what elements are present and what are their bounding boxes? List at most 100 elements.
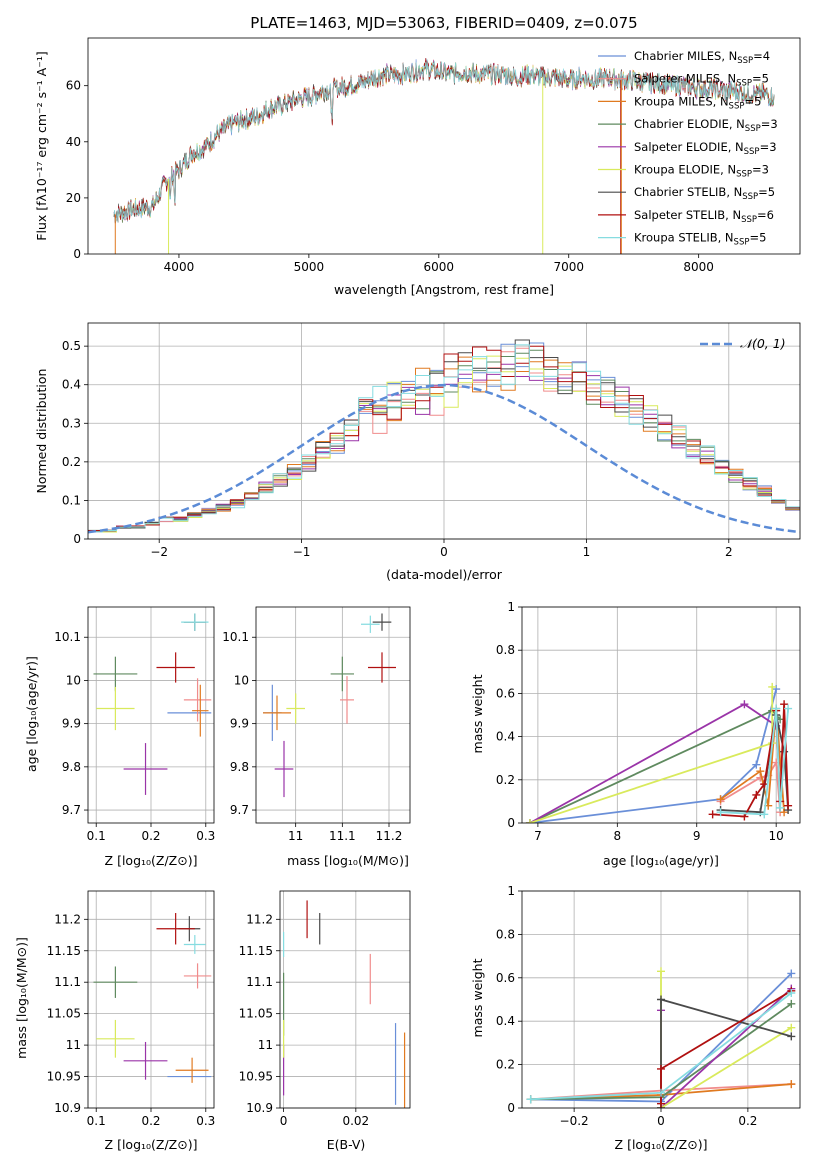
mass_vs_ebv-ytick-label-1: 10.95 bbox=[239, 1070, 273, 1084]
mass-vs-reddening-plot-area: 0 0.02 10.9 10.95 11 11.05 11.1 11.15 11.2 bbox=[239, 890, 411, 1128]
mass_vs_ebv-ytick-label-3: 11.05 bbox=[239, 1007, 273, 1021]
weight_vs_age-marker-kroupa_stelib-2 bbox=[772, 704, 781, 713]
age_vs_Z-xtick-label-1: 0.2 bbox=[141, 829, 160, 843]
mass_vs_ebv-grid bbox=[280, 891, 410, 1109]
mass_vs_ebv-xtick-label-0: 0 bbox=[280, 1114, 288, 1128]
weight_vs_age-ytick-label-2: 0.4 bbox=[496, 730, 515, 744]
weight-vs-age-ylabel: mass weight bbox=[470, 674, 485, 753]
weight-vs-metallicity-plot-area: −0.2 0 0.2 0 0.2 0.4 0.6 0.8 1 bbox=[496, 884, 801, 1128]
weight_vs_age-marker-kroupa_miles-0 bbox=[716, 795, 725, 804]
mass_vs_Z-data-layer bbox=[93, 913, 212, 1083]
weight_vs_age-marker-kroupa_stelib-1 bbox=[760, 810, 769, 819]
weight-vs-metallicity-panel: −0.2 0 0.2 0 0.2 0.4 0.6 0.8 1 Z [log₁₀(Z/Z⊙)] m… bbox=[470, 884, 801, 1152]
legend-label-0: Chabrier MILES, NSSP=4 bbox=[634, 49, 770, 66]
weight_vs_age-grid bbox=[522, 606, 800, 824]
weight_vs_Z-marker-kroupa_elodie-0 bbox=[657, 967, 665, 976]
mass_vs_ebv-frame bbox=[279, 890, 411, 1109]
mass_vs_Z-xtick-label-0: 0.1 bbox=[87, 1114, 106, 1128]
weight_vs_age-xtick-label-3: 10 bbox=[769, 829, 784, 843]
legend-label-7: Salpeter STELIB, NSSP=6 bbox=[634, 208, 774, 225]
age-vs-metallicity-xlabel: Z [log₁₀(Z/Z⊙)] bbox=[105, 853, 198, 868]
weight_vs_Z-marker-kroupa_stelib-2 bbox=[787, 988, 796, 997]
mass_vs_Z-ytick-label-0: 10.9 bbox=[54, 1101, 81, 1115]
weight_vs_Z-series-chabrier_stelib bbox=[660, 998, 792, 1108]
residuals-xtick-label-4: 2 bbox=[725, 545, 733, 559]
mass_vs_ebv-ytick-label-4: 11.1 bbox=[246, 975, 273, 989]
mass_vs_Z-xtick-label-2: 0.3 bbox=[196, 1114, 215, 1128]
spectrum-ytick-label-1: 20 bbox=[66, 191, 81, 205]
weight_vs_age-ytick-label-1: 0.2 bbox=[496, 773, 515, 787]
weight_vs_age-ytick-label-0: 0 bbox=[507, 816, 515, 830]
residuals-ytick-label-2: 0.2 bbox=[62, 455, 81, 469]
weight_vs_Z-marker-salpeter_stelib-0 bbox=[657, 1099, 665, 1108]
weight_vs_Z-marker-kroupa_stelib-0 bbox=[526, 1095, 535, 1104]
mass_vs_ebv-xtick-label-1: 0.02 bbox=[342, 1114, 369, 1128]
mass_vs_ebv-ytick-label-0: 10.9 bbox=[246, 1101, 273, 1115]
residuals-data-layer bbox=[88, 339, 800, 534]
weight_vs_age-marker-salpeter_elodie-1 bbox=[740, 700, 749, 709]
residuals-ylabel: Normed distribution bbox=[34, 369, 49, 494]
legend-label-5: Kroupa ELODIE, NSSP=3 bbox=[634, 163, 769, 180]
weight-vs-metallicity-ylabel: mass weight bbox=[470, 958, 485, 1037]
mass_vs_Z-grid bbox=[88, 891, 214, 1109]
mass_vs_ebv-ytick-label-5: 11.15 bbox=[239, 944, 273, 958]
residuals-ytick-label-5: 0.5 bbox=[62, 339, 81, 353]
weight_vs_Z-marker-chabrier_stelib-2 bbox=[787, 1032, 796, 1041]
legend-label-8: Kroupa STELIB, NSSP=5 bbox=[634, 231, 766, 248]
age-vs-metallicity-ylabel: age [log₁₀(age/yr)] bbox=[24, 656, 39, 772]
spectrum-title: PLATE=1463, MJD=53063, FIBERID=0409, z=0… bbox=[250, 14, 637, 32]
weight_vs_Z-ytick-label-0: 0 bbox=[507, 1101, 515, 1115]
age_vs_Z-ytick-label-3: 10 bbox=[66, 673, 81, 687]
age-vs-mass-plot-area: 11 11.1 11.2 9.7 9.8 9.9 10 10.1 bbox=[222, 606, 411, 843]
weight_vs_age-marker-kroupa_stelib-0 bbox=[716, 808, 725, 817]
spectrum-data-layer bbox=[113, 57, 775, 254]
age-vs-mass-panel: 11 11.1 11.2 9.7 9.8 9.9 10 10.1 mass [log₁₀(M/… bbox=[222, 606, 411, 868]
age_vs_mass-xtick-label-0: 11 bbox=[288, 829, 303, 843]
weight_vs_Z-ytick-label-1: 0.2 bbox=[496, 1058, 515, 1072]
age_vs_Z-frame bbox=[87, 606, 215, 824]
age-vs-mass-xlabel: mass [log₁₀(M/M⊙)] bbox=[287, 853, 409, 868]
weight_vs_age-xtick-label-2: 9 bbox=[693, 829, 701, 843]
age_vs_mass-ytick-label-1: 9.8 bbox=[230, 760, 249, 774]
spectrum-xtick-label-4: 8000 bbox=[683, 260, 714, 274]
weight_vs_Z-ytick-label-2: 0.4 bbox=[496, 1014, 515, 1028]
residuals-xtick-label-1: −1 bbox=[293, 545, 311, 559]
weight-vs-age-xlabel: age [log₁₀(age/yr)] bbox=[603, 853, 719, 868]
normal-legend-label: 𝒩(0, 1) bbox=[740, 336, 786, 351]
mass_vs_ebv-data-layer bbox=[283, 900, 406, 1108]
age_vs_Z-ytick-label-0: 9.7 bbox=[62, 803, 81, 817]
mass-vs-metallicity-xlabel: Z [log₁₀(Z/Z⊙)] bbox=[105, 1137, 198, 1152]
spectrum-ytick-label-2: 40 bbox=[66, 135, 81, 149]
residuals-frame bbox=[87, 322, 801, 540]
spectrum-xtick-label-2: 6000 bbox=[424, 260, 455, 274]
residuals-xtick-label-3: 1 bbox=[583, 545, 591, 559]
histogram-kroupa_stelib bbox=[88, 344, 800, 533]
weight_vs_Z-marker-chabrier_elodie-2 bbox=[787, 999, 796, 1008]
residuals-ytick-label-0: 0 bbox=[73, 532, 81, 546]
weight_vs_Z-ytick-label-4: 0.8 bbox=[496, 927, 515, 941]
weight_vs_age-marker-salpeter_stelib-7 bbox=[784, 801, 793, 810]
residuals-xtick-label-0: −2 bbox=[150, 545, 168, 559]
age_vs_mass-ytick-label-3: 10 bbox=[234, 673, 249, 687]
weight_vs_age-marker-salpeter_stelib-2 bbox=[752, 790, 761, 799]
mass_vs_Z-ytick-label-1: 10.95 bbox=[47, 1070, 81, 1084]
weight_vs_Z-xtick-label-1: 0 bbox=[657, 1114, 665, 1128]
mass_vs_Z-xtick-label-1: 0.2 bbox=[141, 1114, 160, 1128]
spectrum-frame bbox=[87, 37, 801, 255]
spectrum-panel: PLATE=1463, MJD=53063, FIBERID=0409, z=0… bbox=[34, 14, 801, 297]
histogram-kroupa_elodie bbox=[88, 355, 800, 533]
mass_vs_Z-ytick-label-6: 11.2 bbox=[54, 912, 81, 926]
weight_vs_Z-marker-kroupa_miles-2 bbox=[787, 1080, 796, 1089]
mass-vs-metallicity-plot-area: 0.1 0.2 0.3 10.9 10.95 11 11.05 11.1 11.15 11.2 bbox=[47, 890, 215, 1128]
mass-vs-reddening-xlabel: E(B-V) bbox=[327, 1137, 366, 1152]
age_vs_Z-grid bbox=[88, 607, 214, 823]
weight_vs_Z-xtick-label-2: 0.2 bbox=[738, 1114, 757, 1128]
age_vs_Z-xtick-label-0: 0.1 bbox=[87, 829, 106, 843]
mass_vs_Z-ytick-label-2: 11 bbox=[66, 1038, 81, 1052]
legend-label-3: Chabrier ELODIE, NSSP=3 bbox=[634, 117, 778, 134]
spectrum-plot-area: 4000 5000 6000 7000 8000 0 20 40 60 Chabrier MILE… bbox=[66, 37, 801, 274]
spectrum-ytick-label-0: 0 bbox=[73, 247, 81, 261]
weight_vs_Z-xtick-label-0: −0.2 bbox=[560, 1114, 589, 1128]
